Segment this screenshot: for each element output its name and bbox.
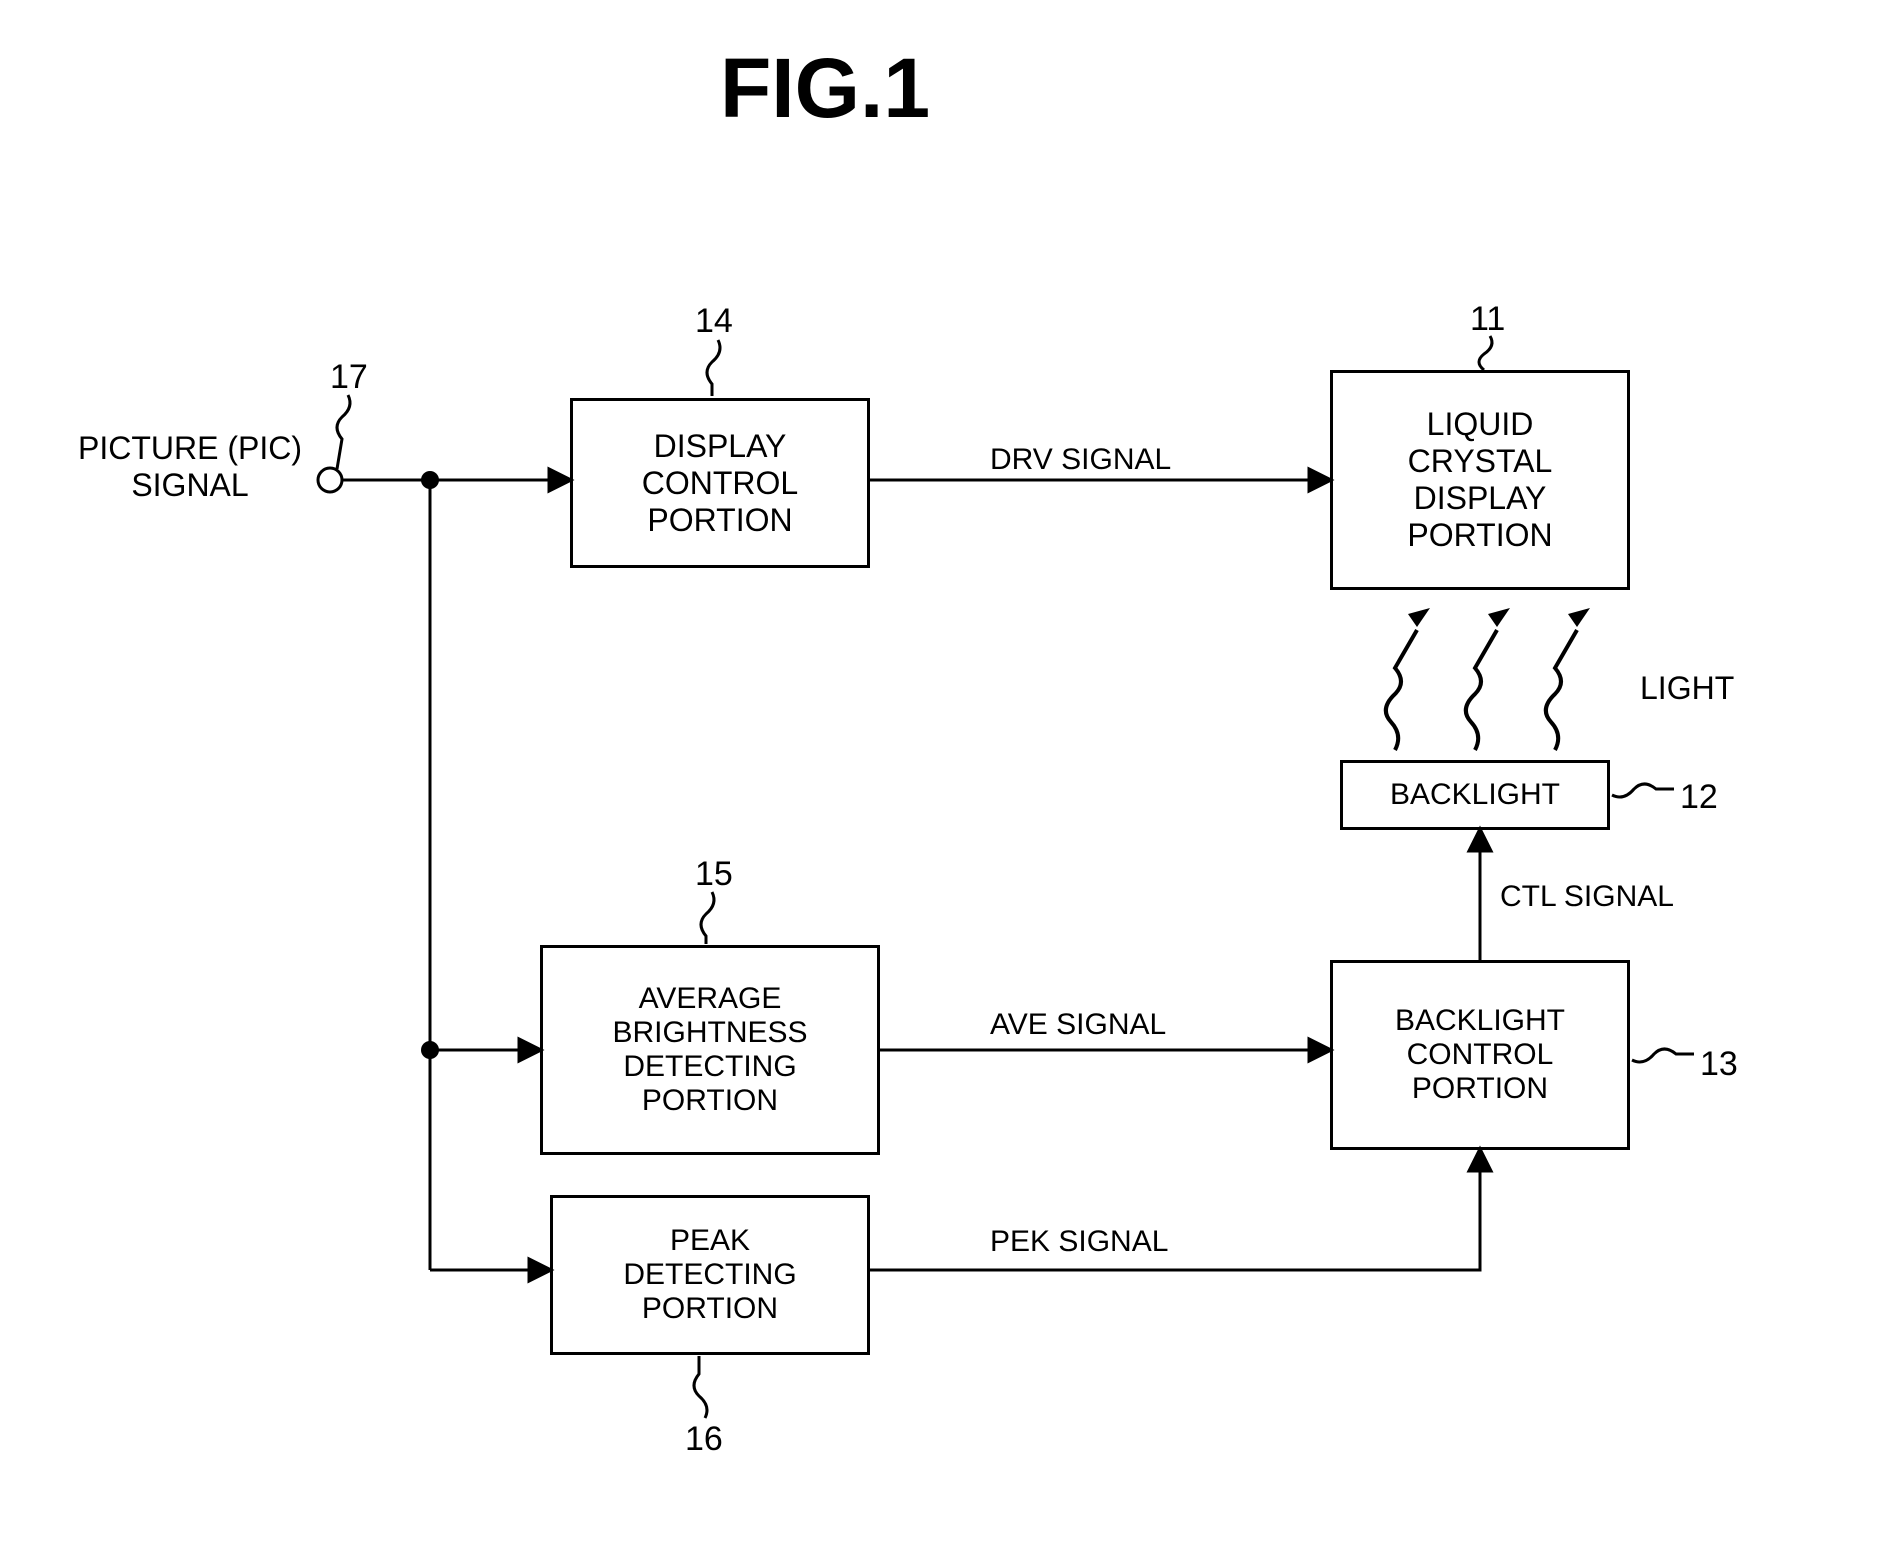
light-arrows-icon <box>1386 608 1590 750</box>
input-terminal-icon <box>318 468 342 492</box>
diagram-connections <box>0 0 1880 1567</box>
diagram-canvas: FIG.1 PICTURE (PIC) SIGNAL 17 DISPLAY CO… <box>0 0 1880 1567</box>
